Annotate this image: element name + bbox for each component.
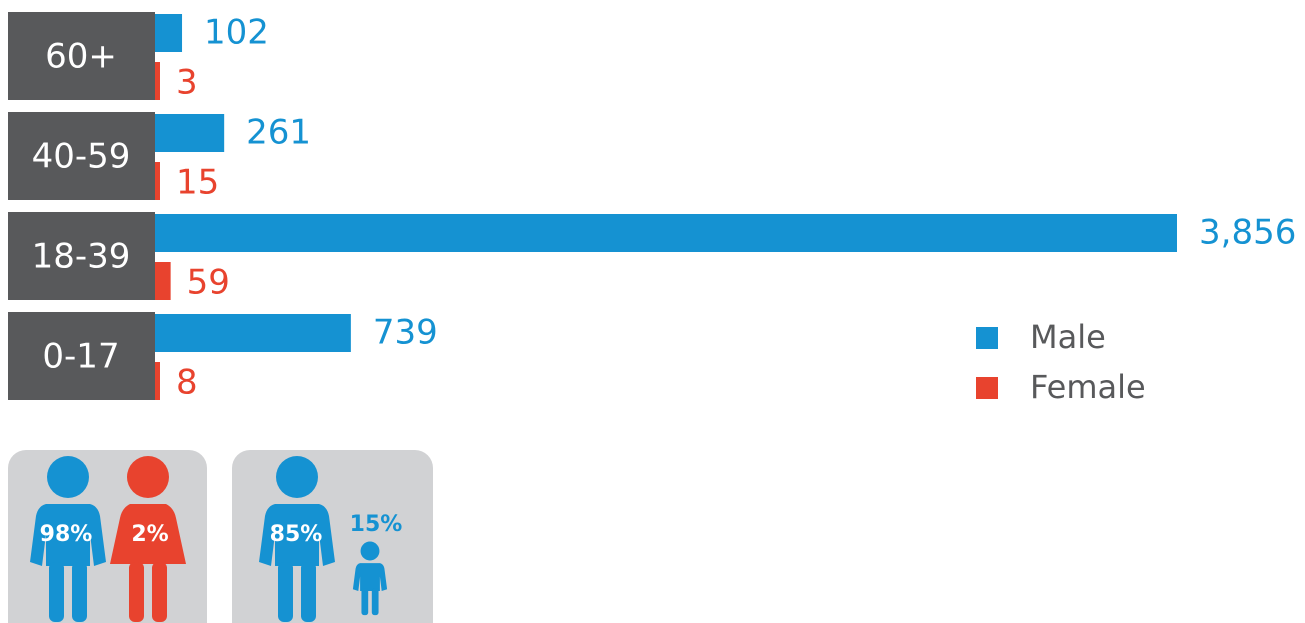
icon-body: [352, 563, 388, 592]
icon-head: [276, 456, 318, 498]
icon-leg: [301, 562, 316, 622]
bar: [155, 314, 351, 352]
category-box: [8, 12, 155, 100]
value-label: 15: [176, 163, 219, 203]
icon-leg: [371, 588, 379, 616]
icon-head: [47, 456, 89, 498]
percent-label: 2%: [131, 522, 168, 547]
icon-leg: [361, 588, 369, 616]
bar: [155, 62, 160, 100]
icon-leg: [152, 562, 167, 622]
percent-label: 85%: [270, 522, 323, 547]
bar: [155, 14, 183, 52]
icon-body: [259, 504, 335, 566]
icon-body: [30, 504, 106, 566]
icon-leg: [278, 562, 293, 622]
value-label: 102: [204, 13, 269, 53]
percent-label: 98%: [40, 522, 93, 547]
value-label: 739: [373, 313, 438, 353]
value-label: 59: [187, 263, 230, 303]
legend-swatch: [976, 327, 998, 349]
legend-label: Female: [1030, 368, 1146, 406]
icon-head: [127, 456, 169, 498]
icon-body: [110, 504, 186, 564]
bar: [155, 362, 160, 400]
category-label: 60+: [45, 37, 117, 77]
bar: [155, 262, 171, 300]
legend-swatch: [976, 377, 998, 399]
bar: [155, 114, 225, 152]
category-label: 18-39: [32, 237, 131, 277]
icon-head: [360, 541, 380, 561]
icon-panel: [232, 450, 433, 623]
bar: [155, 162, 160, 200]
value-label: 3: [176, 63, 198, 103]
female-icon: [110, 456, 186, 622]
icon-leg: [49, 562, 64, 622]
value-label: 261: [246, 113, 311, 153]
category-box: [8, 112, 155, 200]
bar: [155, 214, 1177, 252]
icon-leg: [72, 562, 87, 622]
person-icon: [352, 541, 388, 616]
category-box: [8, 212, 155, 300]
category-label: 0-17: [42, 337, 119, 377]
icon-leg: [129, 562, 144, 622]
category-box: [8, 312, 155, 400]
person-icon: [259, 456, 335, 622]
category-label: 40-59: [32, 137, 131, 177]
value-label: 8: [176, 363, 198, 403]
legend-label: Male: [1030, 318, 1106, 356]
percent-label: 15%: [350, 512, 403, 537]
person-icon: [30, 456, 106, 622]
value-label: 3,856: [1199, 213, 1296, 253]
